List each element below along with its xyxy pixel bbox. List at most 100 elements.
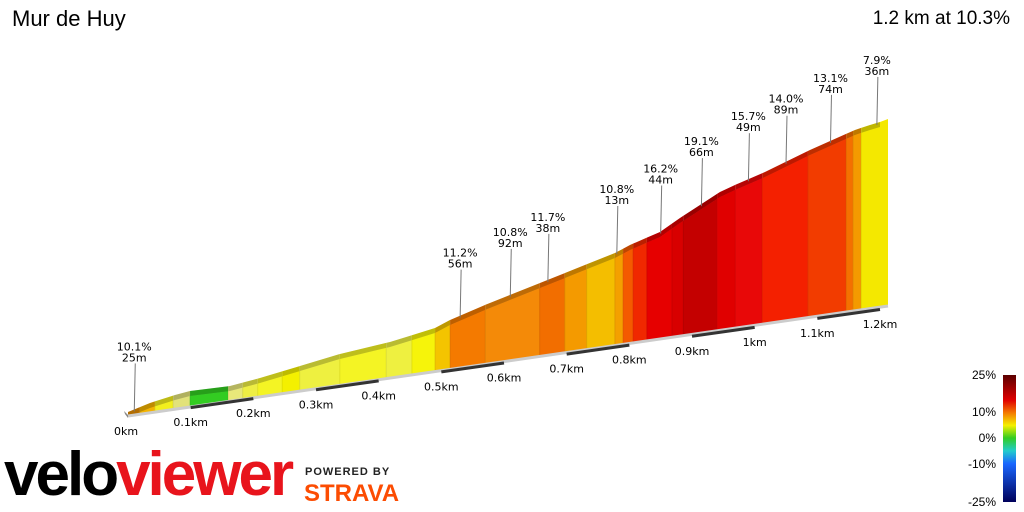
profile-top-shade xyxy=(683,193,718,221)
profile-segment xyxy=(586,257,616,351)
profile-segment xyxy=(539,277,566,357)
veloviewer-logo[interactable]: veloviewer xyxy=(4,440,294,509)
x-tick-label: 0.1km xyxy=(173,416,208,429)
annotation-grade: 7.9% xyxy=(863,54,891,67)
legend-label-25: 25% xyxy=(971,368,996,382)
profile-top-face xyxy=(339,342,387,360)
profile-top-shade xyxy=(586,253,615,270)
profile-top-face xyxy=(242,378,258,388)
x-tick-label: 0.7km xyxy=(549,363,584,376)
profile-segment xyxy=(761,155,809,326)
profile-top-face xyxy=(614,248,624,259)
legend-label-10: 10% xyxy=(971,405,996,419)
profile-top-shade xyxy=(564,264,587,279)
profile-top-shade xyxy=(735,173,763,190)
profile-segment xyxy=(852,132,862,313)
profile-top-face xyxy=(807,133,847,157)
annotation-length: 92m xyxy=(498,237,523,250)
x-tick-label: 0.6km xyxy=(487,372,522,385)
profile-top-shade xyxy=(762,151,808,179)
annotation-leader xyxy=(547,233,550,282)
annotation-leader xyxy=(459,269,462,318)
annotation-length: 13m xyxy=(604,194,629,207)
profile-top-shade xyxy=(450,304,486,325)
profile-top-shade xyxy=(411,327,436,341)
annotation-leader xyxy=(876,76,879,125)
profile-top-face xyxy=(257,371,283,384)
baseline xyxy=(127,304,889,418)
annotation-leader xyxy=(616,206,619,255)
x-tick-label: 1km xyxy=(743,336,767,349)
annotation-grade: 10.8% xyxy=(493,226,528,239)
x-tick-label: 0.4km xyxy=(361,389,396,402)
profile-top-face xyxy=(450,304,486,325)
profile-top-face xyxy=(623,243,634,254)
profile-top-shade xyxy=(386,335,412,348)
annotation-length: 49m xyxy=(736,121,761,134)
x-tick-label: 0.5km xyxy=(424,380,459,393)
annotation-leader xyxy=(785,115,788,164)
profile-top-shade xyxy=(717,184,736,199)
profile-top-face xyxy=(228,382,243,392)
annotation-leader xyxy=(133,363,136,412)
annotation-leader xyxy=(700,158,703,207)
profile-top-face xyxy=(717,184,736,199)
profile-top-shade xyxy=(846,130,854,139)
profile-top-face xyxy=(586,253,615,270)
profile-segment xyxy=(734,177,763,329)
profile-top-face xyxy=(173,390,191,401)
annotation-grade: 15.7% xyxy=(731,110,766,123)
km-band xyxy=(315,379,379,392)
legend-label-minus10: -10% xyxy=(967,457,996,471)
powered-by-label: POWERED BY xyxy=(305,466,391,478)
climb-title: Mur de Huy xyxy=(12,6,126,31)
profile-top-shade xyxy=(173,390,191,401)
profile-top-face xyxy=(646,223,672,243)
profile-segment xyxy=(622,248,634,345)
legend-label-0: 0% xyxy=(978,431,996,445)
x-tick-label: 1.2km xyxy=(863,318,898,331)
profile-segment xyxy=(682,198,718,337)
profile-segment xyxy=(434,324,451,372)
profile-top-face xyxy=(299,354,340,372)
profile-top-face xyxy=(762,151,808,179)
annotation-length: 36m xyxy=(865,65,890,78)
annotation-grade: 13.1% xyxy=(813,72,848,85)
strava-logo[interactable]: STRAVA xyxy=(304,480,400,507)
gradient-legend-bar xyxy=(1003,375,1016,502)
legend-label-minus25: -25% xyxy=(967,495,996,509)
profile-top-shade xyxy=(485,283,540,310)
profile-segment xyxy=(716,189,736,332)
profile-segment xyxy=(484,287,540,365)
profile-top-shade xyxy=(257,371,283,384)
profile-segment xyxy=(632,242,648,344)
x-tick-label: 0.8km xyxy=(612,354,647,367)
annotation-leader xyxy=(660,185,663,234)
profile-top-face xyxy=(861,122,880,133)
profile-segment xyxy=(564,268,587,354)
profile-top-face xyxy=(282,366,300,377)
profile-top-face xyxy=(411,327,436,341)
km-band xyxy=(566,343,630,356)
km-band xyxy=(441,361,505,374)
annotation-grade: 19.1% xyxy=(684,135,719,148)
climb-summary: 1.2 km at 10.3% xyxy=(872,8,1010,29)
x-tick-label: 0.9km xyxy=(675,345,710,358)
profile-top-face xyxy=(735,173,763,190)
annotation-length: 25m xyxy=(122,351,147,364)
annotation-grade: 10.1% xyxy=(117,340,152,353)
annotation-grade: 10.8% xyxy=(599,183,634,196)
annotation-grade: 16.2% xyxy=(643,163,678,176)
annotation-leader xyxy=(747,133,750,182)
profile-top-shade xyxy=(299,354,340,372)
x-tick-label: 0km xyxy=(114,425,138,438)
annotation-length: 89m xyxy=(774,104,799,117)
profile-segment xyxy=(807,138,847,319)
annotation-length: 44m xyxy=(648,174,673,187)
profile-end-face xyxy=(880,119,888,308)
profile-top-face xyxy=(485,283,540,310)
km-band xyxy=(691,325,755,338)
annotation-length: 38m xyxy=(536,222,561,235)
profile-top-shade xyxy=(614,248,624,259)
annotation-length: 56m xyxy=(448,258,473,271)
